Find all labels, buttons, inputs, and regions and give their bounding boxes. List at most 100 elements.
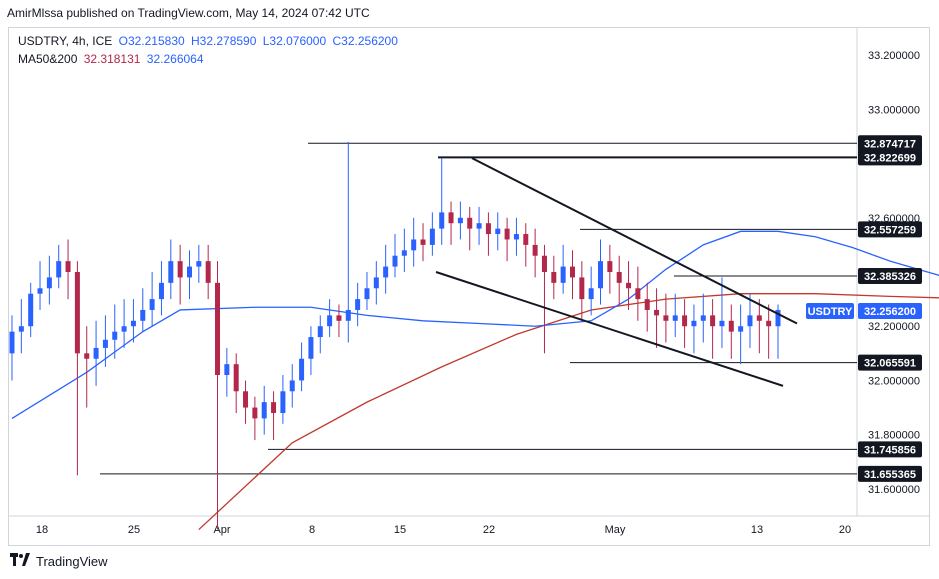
level-badge (858, 441, 922, 458)
candle-body (280, 391, 286, 413)
candle-body (747, 315, 753, 327)
x-tick-label: 8 (309, 524, 315, 536)
candle-body (672, 315, 678, 321)
candle-body (392, 255, 398, 267)
published-info: AmirMlssa published on TradingView.com, … (7, 6, 370, 20)
candle-body (373, 277, 379, 289)
candle-body (121, 326, 127, 332)
candle-body (271, 402, 277, 413)
symbol-badge-label: USDTRY (808, 306, 853, 318)
candle-body (252, 407, 258, 419)
candle-body (616, 272, 622, 283)
candle-body (513, 234, 519, 240)
candle-body (37, 288, 43, 294)
candle-body (448, 212, 454, 224)
y-tick-label: 33.000000 (868, 104, 920, 116)
candle-body (644, 299, 650, 310)
x-tick-label: 18 (36, 524, 48, 536)
level-label: 32.822699 (864, 152, 916, 164)
candle-body (130, 320, 136, 327)
candle-body (719, 320, 725, 327)
legend-open: O32.215830 (118, 34, 185, 48)
candle-body (215, 282, 221, 376)
candle-body (158, 282, 164, 300)
x-tick-label: Apr (213, 524, 230, 536)
candle-body (46, 277, 52, 289)
candle-body (261, 402, 267, 419)
candle-body (626, 282, 632, 289)
x-tick-label: 22 (483, 524, 495, 536)
level-label: 31.655365 (864, 469, 916, 481)
x-tick-label: 25 (128, 524, 140, 536)
candle-body (635, 288, 641, 300)
candle-body (682, 315, 688, 327)
y-tick-label: 31.600000 (868, 484, 920, 496)
candle-body (588, 288, 594, 300)
level-badge (858, 354, 922, 371)
candle-body (299, 358, 305, 381)
candle-body (205, 261, 211, 283)
legend-ma50: 32.318131 (83, 52, 141, 66)
level-label: 32.385326 (864, 271, 916, 283)
candle-body (710, 315, 716, 327)
level-label: 32.874717 (864, 138, 916, 150)
candle-body (355, 299, 361, 310)
candle-body (168, 261, 174, 283)
candle-body (467, 217, 473, 229)
ma200-line (198, 293, 939, 531)
candle-body (728, 320, 734, 332)
candle-body (700, 315, 706, 321)
y-tick-label: 32.200000 (868, 321, 920, 333)
candle-body (766, 320, 772, 327)
level-badge (858, 221, 922, 238)
candle-body (485, 223, 491, 235)
candle-body (364, 288, 370, 300)
upper-trendline (471, 157, 798, 325)
candle-body (756, 315, 762, 321)
legend-ma200: 32.266064 (146, 52, 204, 66)
candle-body (336, 315, 342, 321)
candle-body (74, 272, 80, 354)
footer-brand: TradingView (36, 554, 108, 569)
candle-body (429, 228, 435, 245)
candle-body (243, 391, 249, 408)
candle-body (504, 228, 510, 240)
candle-body (345, 309, 351, 321)
candle-body (140, 309, 146, 321)
candle-body (112, 331, 118, 340)
candle-body (93, 347, 99, 359)
candle-body (579, 277, 585, 300)
symbol-badge (806, 302, 854, 319)
candle-body (327, 315, 333, 327)
x-tick-label: 13 (751, 524, 763, 536)
candle-body (84, 353, 90, 359)
candle-body (233, 364, 239, 392)
level-badge (858, 149, 922, 166)
current-price-badge (858, 302, 922, 319)
candle-body (654, 309, 660, 316)
candle-body (569, 266, 575, 278)
symbol-legend: USDTRY, 4h, ICE O32.215830 H32.278590 L3… (18, 34, 401, 48)
candle-body (439, 212, 445, 229)
x-tick-label: 15 (394, 524, 406, 536)
level-label: 32.557259 (864, 224, 916, 236)
ma50-line (11, 230, 939, 419)
candle-body (149, 299, 155, 310)
x-tick-label: May (605, 524, 626, 536)
y-tick-label: 31.800000 (868, 430, 920, 442)
legend-low: L32.076000 (262, 34, 327, 48)
level-label: 31.745856 (864, 444, 916, 456)
candle-body (560, 266, 566, 283)
candle-body (308, 337, 314, 359)
candle-body (177, 261, 183, 278)
candle-body (28, 293, 34, 327)
candle-body (775, 309, 781, 327)
tv-logo-icon (10, 553, 30, 570)
legend-ma-label: MA50&200 (18, 52, 78, 66)
legend-symbol: USDTRY, 4h, ICE (18, 34, 113, 48)
candle-body (9, 331, 15, 354)
candle-body (420, 239, 426, 245)
candle-body (56, 261, 62, 278)
candle-body (186, 266, 192, 278)
